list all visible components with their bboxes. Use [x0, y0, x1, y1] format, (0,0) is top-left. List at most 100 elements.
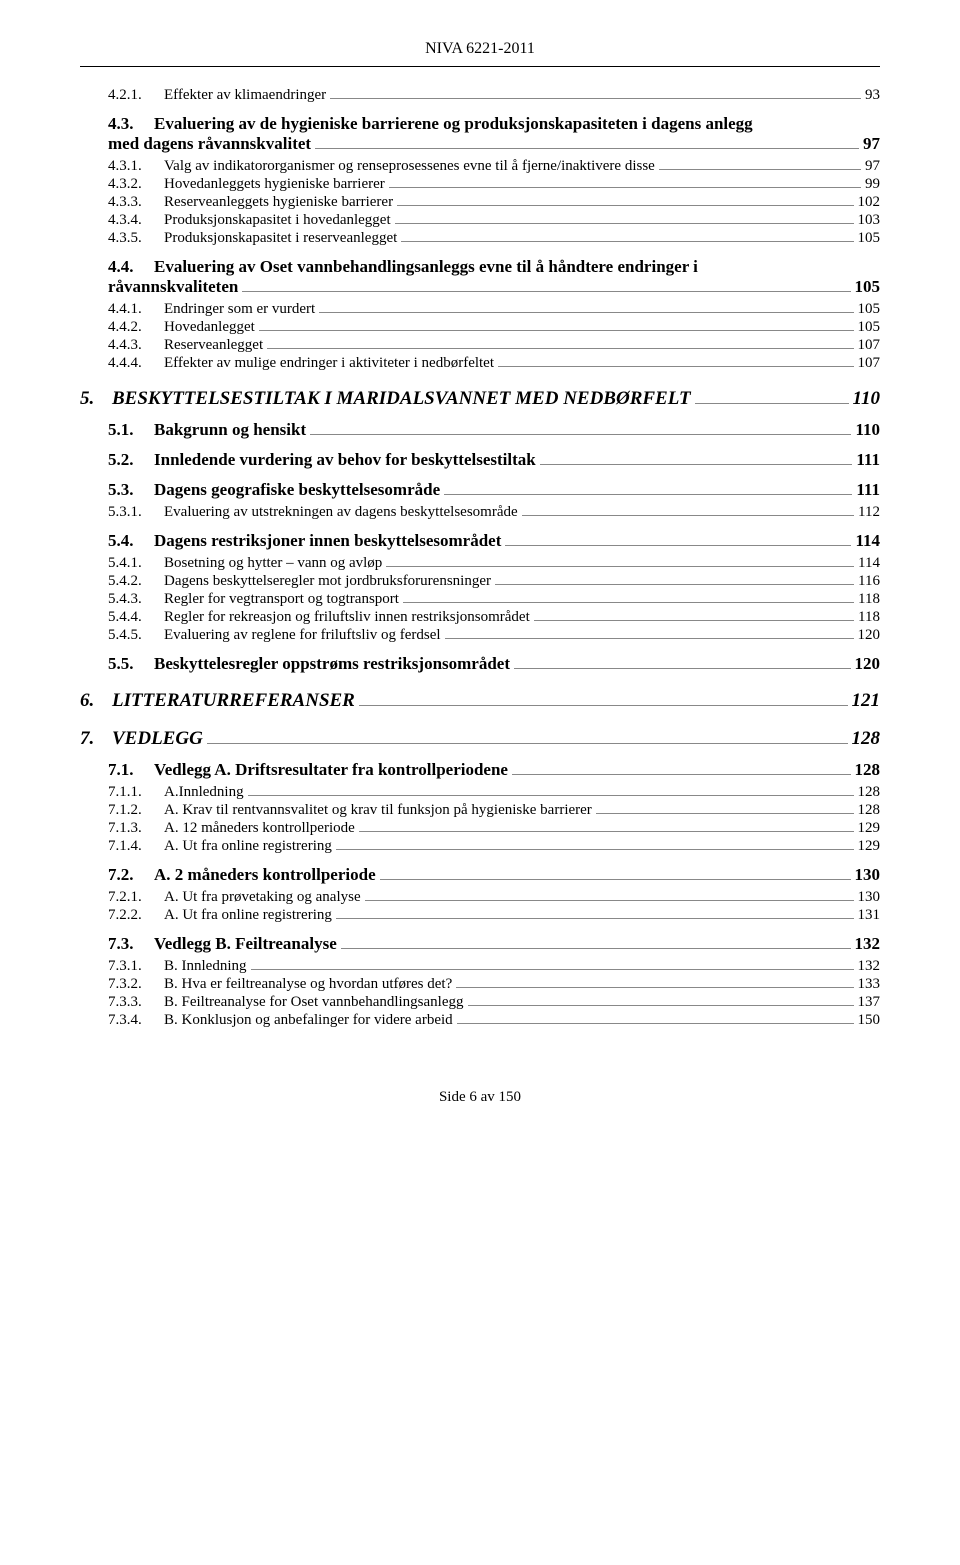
toc-number: 4.3.2.: [108, 176, 164, 193]
toc-label: A.Innledning: [164, 784, 244, 801]
toc-label: VEDLEGG: [112, 728, 203, 750]
toc-label: Innledende vurdering av behov for beskyt…: [154, 450, 536, 470]
toc-leader: [359, 831, 854, 832]
header-rule: [80, 66, 880, 67]
toc-number: 4.3.5.: [108, 230, 164, 247]
toc-label: Dagens restriksjoner innen beskyttelseso…: [154, 531, 501, 551]
toc-leader: [468, 1005, 854, 1006]
toc-page: 97: [863, 134, 880, 154]
toc-leader: [495, 584, 854, 585]
toc-number: 4.4.1.: [108, 301, 164, 318]
toc-page: 102: [858, 194, 881, 211]
toc-leader: [242, 291, 850, 292]
toc-entry: 7.1.Vedlegg A. Driftsresultater fra kont…: [80, 760, 880, 780]
toc-number: 5.: [80, 388, 112, 410]
toc-number: 7.1.: [108, 760, 154, 780]
toc-page: 128: [858, 784, 881, 801]
toc-leader: [267, 348, 853, 349]
toc-entry: 4.3.Evaluering av de hygieniske barriere…: [80, 114, 880, 154]
toc-entry: 4.3.1.Valg av indikatororganismer og ren…: [80, 158, 880, 175]
toc-label: Evaluering av Oset vannbehandlingsanlegg…: [154, 257, 698, 277]
toc-entry: 5.3.Dagens geografiske beskyttelsesområd…: [80, 480, 880, 500]
toc-leader: [365, 900, 854, 901]
toc-entry: 5.2.Innledende vurdering av behov for be…: [80, 450, 880, 470]
toc-page: 110: [853, 388, 880, 410]
toc-entry: 4.3.3.Reserveanleggets hygieniske barrie…: [80, 194, 880, 211]
toc-label: A. Krav til rentvannsvalitet og krav til…: [164, 802, 592, 819]
toc-entry: 5.4.3.Regler for vegtransport og togtran…: [80, 591, 880, 608]
toc-page: 128: [858, 802, 881, 819]
toc-entry: 7.1.3.A. 12 måneders kontrollperiode129: [80, 820, 880, 837]
toc-number: 7.2.: [108, 865, 154, 885]
toc-entry: 7.2.2.A. Ut fra online registrering131: [80, 907, 880, 924]
toc-number: 7.1.1.: [108, 784, 164, 801]
toc-leader: [596, 813, 854, 814]
toc-leader: [397, 205, 853, 206]
table-of-contents: 4.2.1.Effekter av klimaendringer934.3.Ev…: [80, 87, 880, 1029]
toc-page: 118: [858, 591, 880, 608]
toc-page: 150: [858, 1012, 881, 1029]
toc-page: 93: [865, 87, 880, 104]
toc-leader: [498, 366, 853, 367]
toc-leader: [386, 566, 854, 567]
toc-entry: 4.4.3.Reserveanlegget107: [80, 337, 880, 354]
toc-entry: 5.5.Beskyttelesregler oppstrøms restriks…: [80, 654, 880, 674]
toc-entry: 7.3.Vedlegg B. Feiltreanalyse132: [80, 934, 880, 954]
toc-number: 4.4.4.: [108, 355, 164, 372]
toc-label: A. 12 måneders kontrollperiode: [164, 820, 355, 837]
toc-page: 130: [858, 889, 881, 906]
toc-label: Evaluering av reglene for friluftsliv og…: [164, 627, 441, 644]
toc-label: BESKYTTELSESTILTAK I MARIDALSVANNET MED …: [112, 388, 691, 410]
toc-page: 133: [858, 976, 881, 993]
toc-label: råvannskvaliteten: [108, 277, 238, 297]
toc-entry: 7.3.1.B. Innledning132: [80, 958, 880, 975]
toc-page: 105: [858, 301, 881, 318]
toc-entry: 4.4.1.Endringer som er vurdert105: [80, 301, 880, 318]
toc-page: 111: [856, 480, 880, 500]
toc-number: 4.3.3.: [108, 194, 164, 211]
toc-number: 7.3.: [108, 934, 154, 954]
toc-number: 5.4.4.: [108, 609, 164, 626]
toc-label: Evaluering av de hygieniske barrierene o…: [154, 114, 753, 134]
toc-entry: 7.2.A. 2 måneders kontrollperiode130: [80, 865, 880, 885]
toc-number: 5.4.5.: [108, 627, 164, 644]
toc-entry: 5.4.1.Bosetning og hytter – vann og avlø…: [80, 555, 880, 572]
toc-entry: 7.2.1.A. Ut fra prøvetaking og analyse13…: [80, 889, 880, 906]
toc-number: 7.1.3.: [108, 820, 164, 837]
toc-leader: [248, 795, 854, 796]
toc-leader: [522, 515, 854, 516]
toc-leader: [444, 494, 852, 495]
toc-number: 5.4.3.: [108, 591, 164, 608]
toc-label: Bosetning og hytter – vann og avløp: [164, 555, 382, 572]
toc-label: LITTERATURREFERANSER: [112, 690, 355, 712]
toc-page: 120: [858, 627, 881, 644]
toc-leader: [359, 705, 848, 706]
toc-label: Vedlegg A. Driftsresultater fra kontroll…: [154, 760, 508, 780]
toc-leader: [315, 148, 859, 149]
toc-page: 105: [858, 319, 881, 336]
toc-label: A. Ut fra prøvetaking og analyse: [164, 889, 361, 906]
toc-leader: [207, 743, 848, 744]
toc-label: A. Ut fra online registrering: [164, 838, 332, 855]
toc-leader: [395, 223, 854, 224]
toc-leader: [380, 879, 851, 880]
toc-label: A. Ut fra online registrering: [164, 907, 332, 924]
toc-leader: [401, 241, 853, 242]
toc-number: 4.3.1.: [108, 158, 164, 175]
toc-leader: [341, 948, 851, 949]
toc-leader: [336, 849, 854, 850]
toc-number: 5.4.: [108, 531, 154, 551]
toc-page: 118: [858, 609, 880, 626]
toc-leader: [512, 774, 851, 775]
toc-leader: [695, 403, 849, 404]
toc-number: 5.4.2.: [108, 573, 164, 590]
toc-page: 114: [855, 531, 880, 551]
toc-number: 6.: [80, 690, 112, 712]
toc-label: Dagens geografiske beskyttelsesområde: [154, 480, 440, 500]
toc-leader: [403, 602, 854, 603]
toc-page: 120: [855, 654, 881, 674]
toc-number: 4.4.2.: [108, 319, 164, 336]
toc-label: Produksjonskapasitet i hovedanlegget: [164, 212, 391, 229]
toc-page: 97: [865, 158, 880, 175]
toc-entry: 7.3.2.B. Hva er feiltreanalyse og hvorda…: [80, 976, 880, 993]
